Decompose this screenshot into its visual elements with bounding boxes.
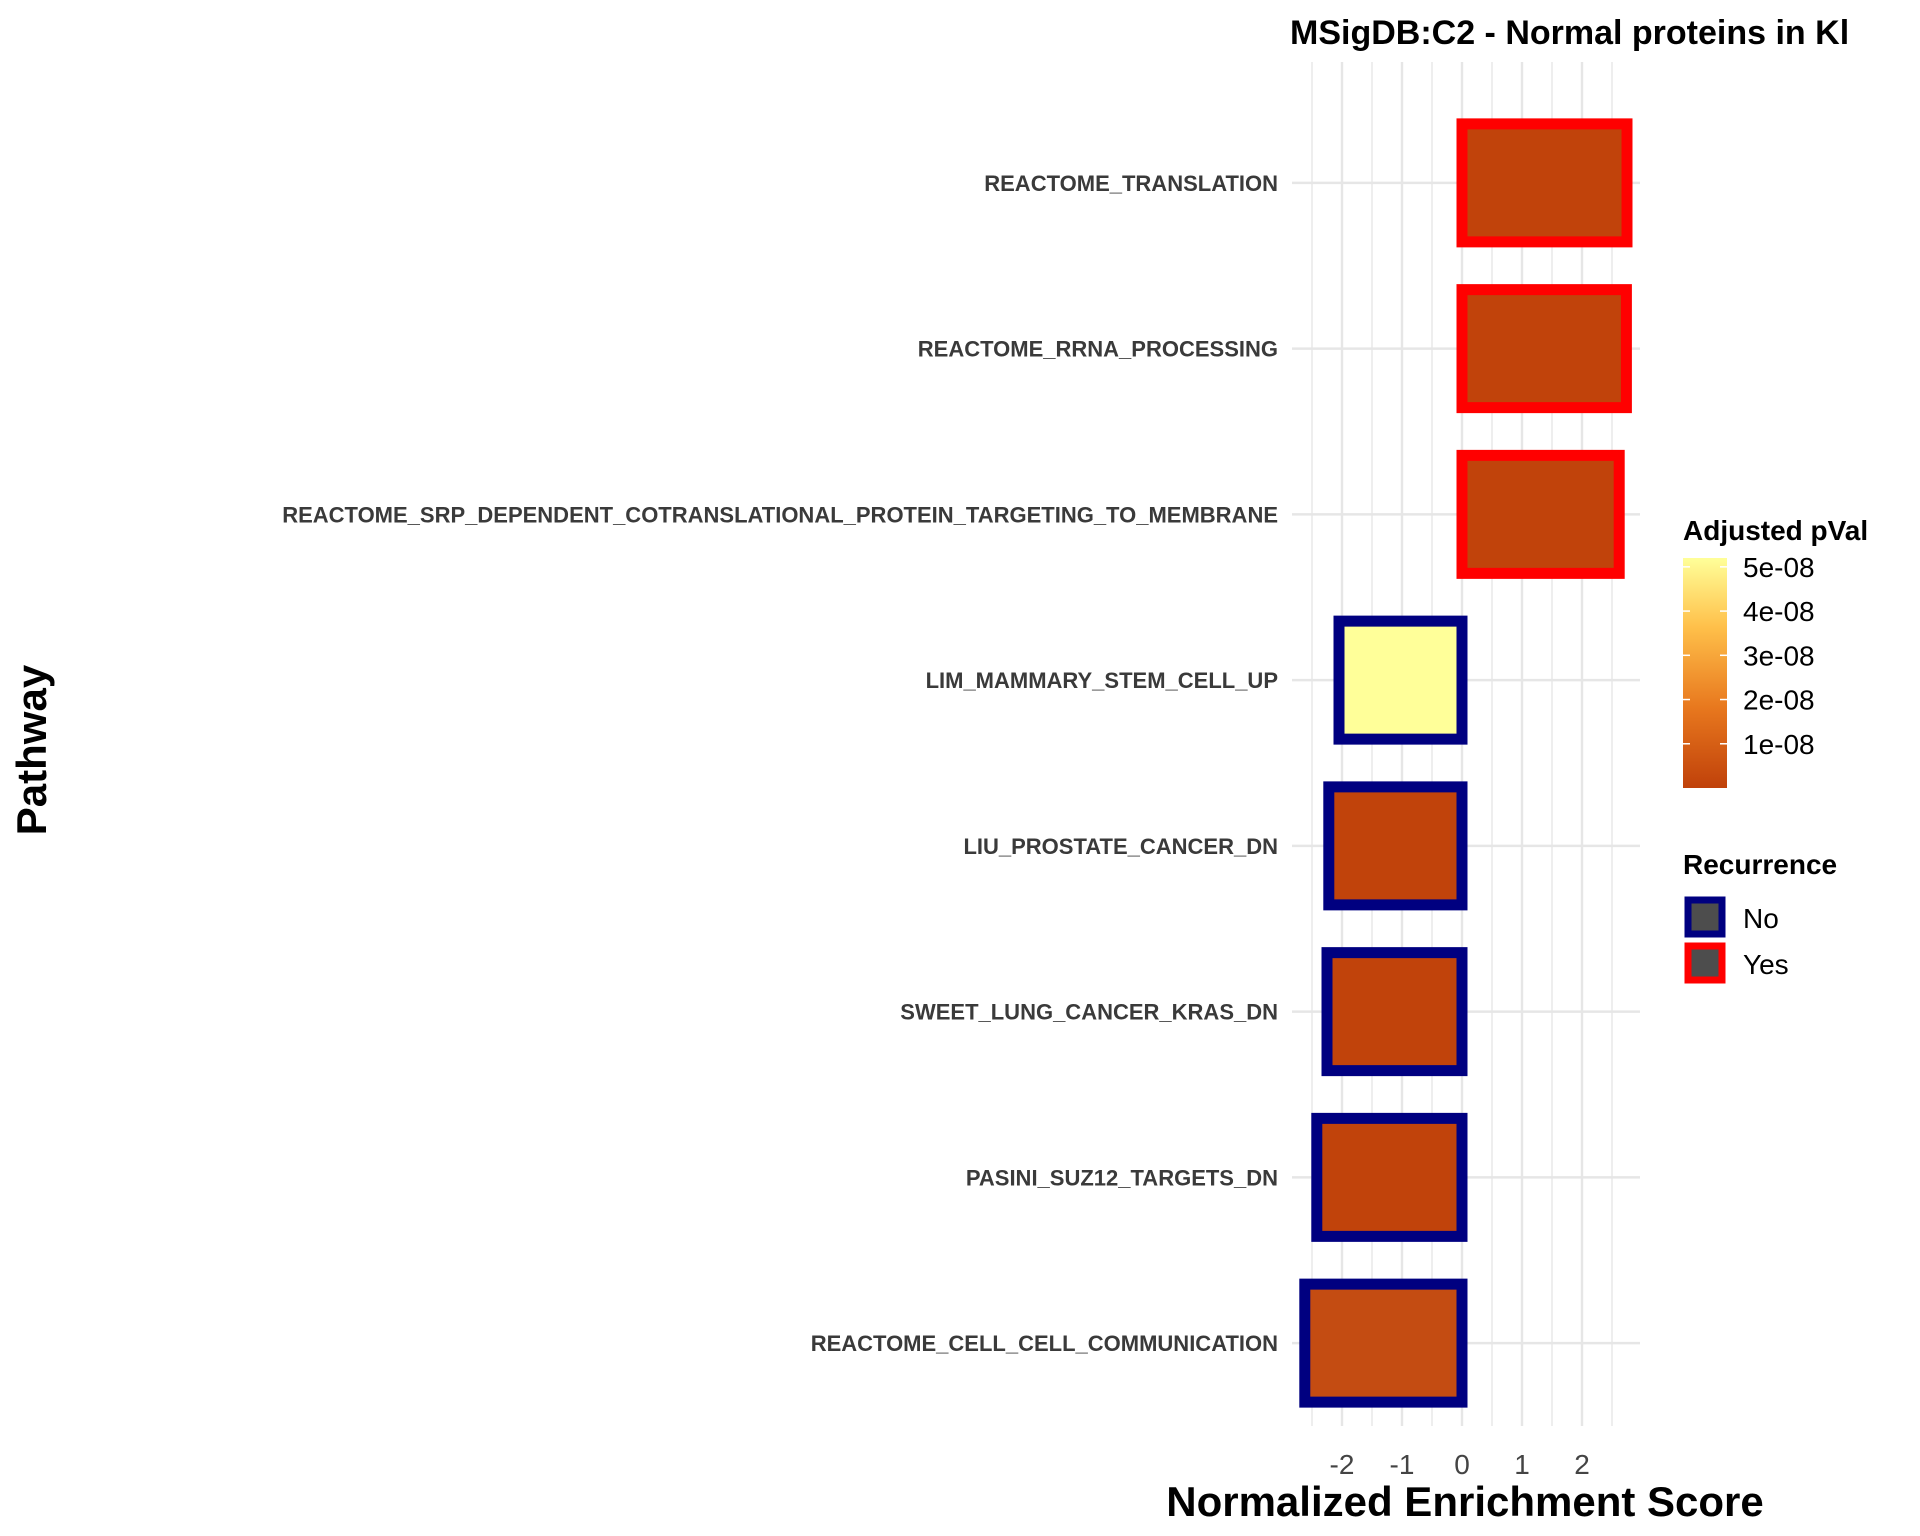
- y-tick-labels: REACTOME_TRANSLATION REACTOME_RRNA_PROCES…: [282, 171, 1278, 1356]
- x-tick-label: -2: [1330, 1449, 1355, 1480]
- color-tick-label: 3e-08: [1743, 640, 1815, 671]
- y-tick-label: REACTOME_CELL_CELL_COMMUNICATION: [811, 1331, 1278, 1356]
- outline-legend: Recurrence No Yes: [1683, 849, 1837, 984]
- bar: [1333, 615, 1468, 745]
- y-tick-label: LIM_MAMMARY_STEM_CELL_UP: [926, 668, 1278, 693]
- x-tick-label: 2: [1574, 1449, 1590, 1480]
- outline-legend-label: Yes: [1743, 949, 1789, 980]
- outline-legend-title: Recurrence: [1683, 849, 1837, 880]
- bar: [1299, 1278, 1468, 1408]
- x-tick-label: 1: [1514, 1449, 1530, 1480]
- bar: [1321, 947, 1468, 1077]
- color-tick-label: 2e-08: [1743, 685, 1815, 716]
- y-tick-label: REACTOME_RRNA_PROCESSING: [918, 337, 1278, 362]
- color-legend-title: Adjusted pVal: [1683, 515, 1868, 546]
- color-gradient-bar: [1683, 558, 1727, 788]
- outline-legend-key: [1684, 896, 1726, 938]
- outline-legend-key: [1684, 942, 1726, 984]
- x-tick-labels: -2 -1 0 1 2: [1330, 1449, 1590, 1480]
- bar: [1323, 781, 1468, 911]
- bar: [1311, 1112, 1468, 1242]
- y-tick-label: SWEET_LUNG_CANCER_KRAS_DN: [900, 1000, 1278, 1025]
- outline-legend-label: No: [1743, 903, 1779, 934]
- color-tick-label: 1e-08: [1743, 729, 1815, 760]
- y-tick-label: REACTOME_SRP_DEPENDENT_COTRANSLATIONAL_P…: [282, 502, 1278, 527]
- bar: [1456, 118, 1633, 248]
- bar: [1456, 284, 1632, 414]
- chart-title: MSigDB:C2 - Normal proteins in Kl: [1290, 14, 1849, 52]
- x-tick-label: 0: [1454, 1449, 1470, 1480]
- outline-legend-keys: No Yes: [1684, 896, 1789, 984]
- bars-group: [1299, 118, 1633, 1408]
- y-tick-label: PASINI_SUZ12_TARGETS_DN: [966, 1165, 1278, 1190]
- bar: [1456, 449, 1625, 579]
- x-axis-title: Normalized Enrichment Score: [1166, 1478, 1764, 1525]
- color-tick-label: 5e-08: [1743, 552, 1815, 583]
- color-legend: Adjusted pVal 5e-08 4e-08 3e-08 2e-08 1e-08: [1683, 515, 1868, 788]
- color-legend-ticks: 5e-08 4e-08 3e-08 2e-08 1e-08: [1683, 552, 1815, 760]
- x-tick-label: -1: [1390, 1449, 1415, 1480]
- color-tick-label: 4e-08: [1743, 596, 1815, 627]
- y-tick-label: REACTOME_TRANSLATION: [984, 171, 1278, 196]
- y-axis-title: Pathway: [8, 664, 55, 835]
- y-tick-label: LIU_PROSTATE_CANCER_DN: [963, 834, 1278, 859]
